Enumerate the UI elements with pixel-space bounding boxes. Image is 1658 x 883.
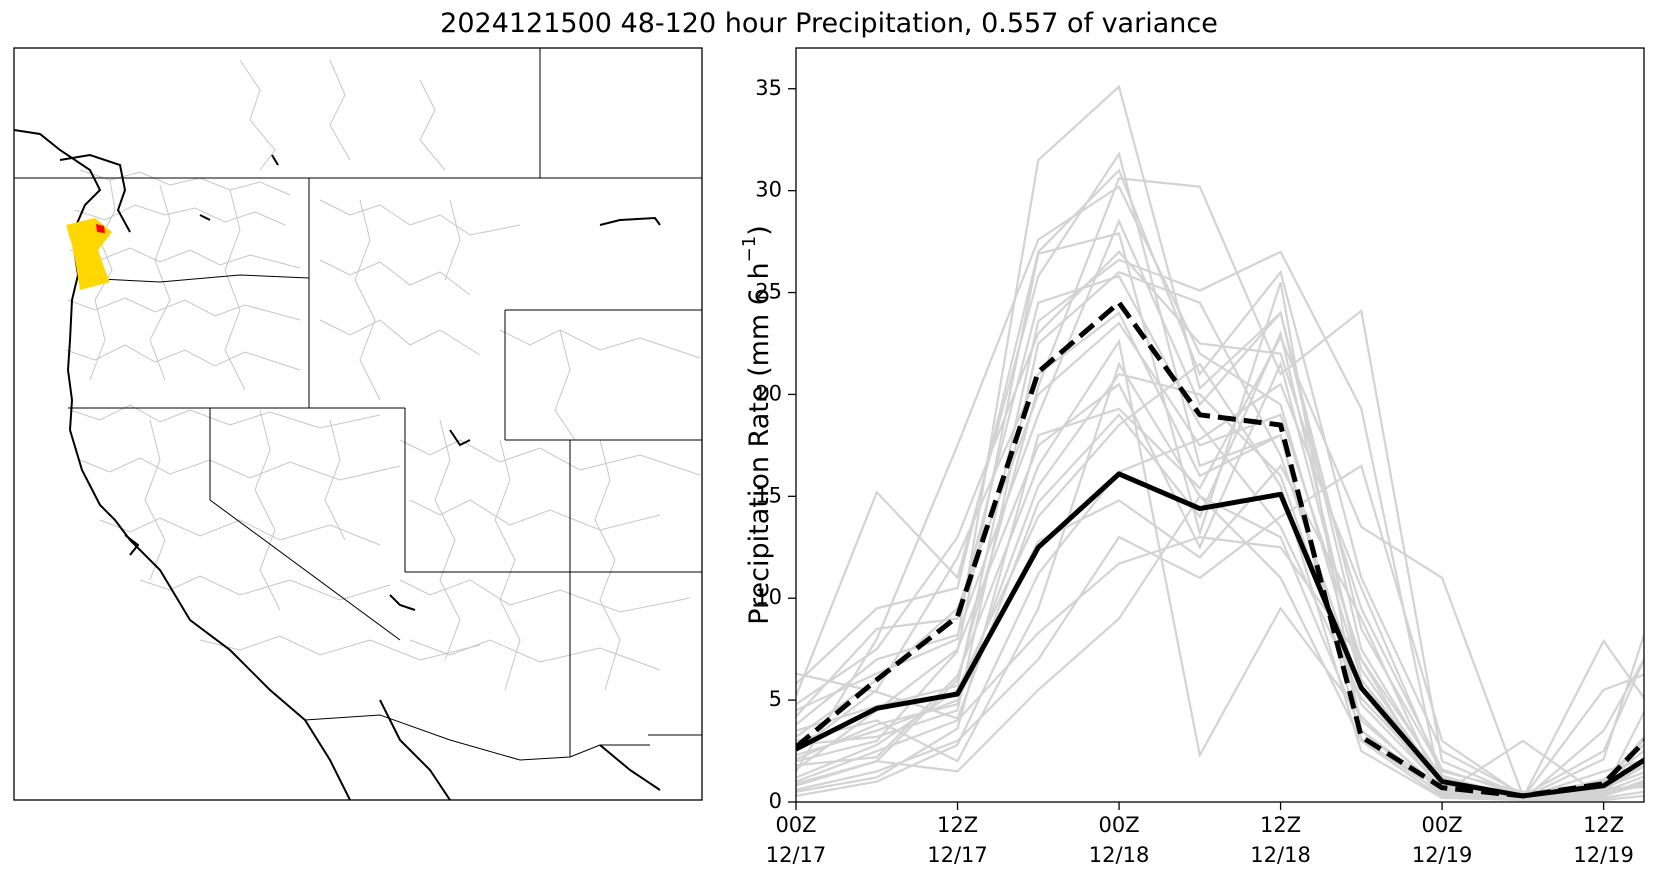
ensemble-members [796, 84, 1644, 802]
member-line-20 [796, 360, 1644, 800]
y-axis-label: Precipitation Rate (mm 6 h−1) [739, 225, 775, 625]
plot-frame [795, 47, 1645, 803]
member-line-10 [796, 535, 1644, 800]
member-line-23 [796, 321, 1644, 798]
x-tick-label-date: 12/18 [1250, 843, 1311, 867]
x-tick-label-time: 12Z [1583, 813, 1624, 837]
y-axis-label-sup: −1 [739, 236, 760, 263]
y-axis-label-close: ) [744, 225, 775, 236]
x-tick-label-date: 12/17 [766, 843, 827, 867]
member-line-15 [796, 311, 1644, 798]
x-axis: 00Z 12/17 12Z 12/17 00Z 12/18 12Z 12/18 00Z 12/19… [766, 802, 1634, 867]
member-line-12 [796, 338, 1644, 800]
highlighted-basin [66, 218, 112, 290]
x-tick-label-time: 00Z [1422, 813, 1463, 837]
x-tick-label-time: 00Z [775, 813, 816, 837]
x-tick-label-date: 12/17 [927, 843, 988, 867]
member-line-19 [796, 270, 1644, 802]
dashed-series-line [796, 300, 1644, 799]
state-borders [14, 48, 702, 761]
y-tick-label: 20 [755, 381, 782, 405]
y-tick-label: 10 [755, 585, 782, 609]
bold-series [796, 300, 1644, 799]
coastline [14, 129, 661, 800]
chart-title: 2024121500 48-120 hour Precipitation, 0.… [440, 8, 1218, 39]
member-line-8 [796, 329, 1644, 800]
x-tick-label-date: 12/18 [1089, 843, 1150, 867]
y-axis-label-main: Precipitation Rate (mm 6 h [744, 262, 775, 624]
member-line-18 [796, 464, 1644, 798]
y-tick-label: 30 [755, 178, 782, 202]
y-tick-label: 35 [755, 76, 782, 100]
member-line-9 [796, 463, 1644, 802]
x-tick-label-time: 12Z [937, 813, 978, 837]
x-tick-label-date: 12/19 [1412, 843, 1473, 867]
x-tick-label-time: 00Z [1098, 813, 1139, 837]
map-frame [13, 47, 703, 801]
y-tick-label: 15 [755, 483, 782, 507]
basin-outlines [65, 59, 701, 691]
y-axis: 0 5 10 15 20 25 30 35 [755, 76, 796, 813]
y-tick-label: 5 [769, 687, 782, 711]
y-tick-label: 0 [769, 789, 782, 813]
x-tick-label-date: 12/19 [1573, 843, 1634, 867]
x-tick-label-time: 12Z [1260, 813, 1301, 837]
basin-point [96, 224, 105, 233]
y-tick-label: 25 [755, 280, 782, 304]
